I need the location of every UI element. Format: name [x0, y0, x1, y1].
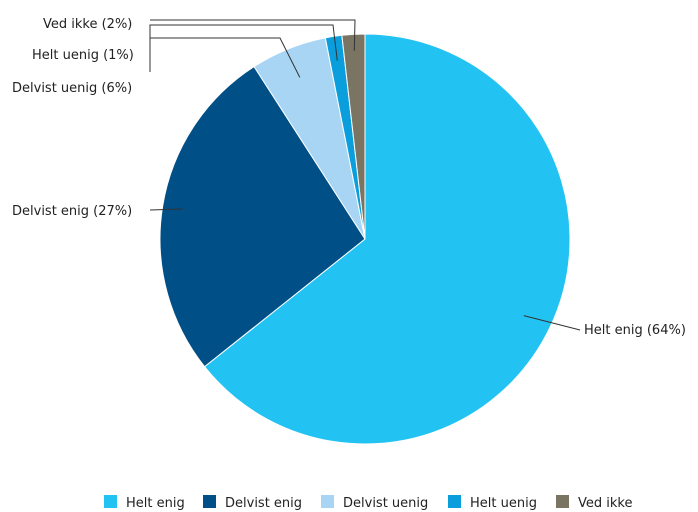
legend-swatch-helt-enig — [104, 495, 117, 508]
legend-label-delvist-enig: Delvist enig — [225, 496, 302, 511]
legend: Helt enig Delvist enig Delvist uenig Hel… — [104, 495, 632, 511]
leader-line-delvist-uenig — [149, 37, 301, 78]
legend-swatch-helt-uenig — [448, 495, 461, 508]
leader-line-delvist-enig — [149, 208, 184, 211]
pie-slice-delvist-enig — [159, 65, 366, 368]
legend-label-delvist-uenig: Delvist uenig — [343, 496, 428, 511]
legend-label-helt-enig: Helt enig — [126, 496, 185, 511]
data-label-helt-uenig: Helt uenig (1%) — [32, 48, 134, 63]
legend-label-helt-uenig: Helt uenig — [470, 496, 537, 511]
pie-slice-ved-ikke — [341, 33, 366, 240]
leader-line-ved-ikke — [150, 19, 356, 51]
legend-label-ved-ikke: Ved ikke — [578, 496, 632, 511]
leader-lines — [149, 19, 581, 331]
leader-line-helt-enig — [523, 315, 581, 331]
legend-swatch-delvist-enig — [203, 495, 216, 508]
data-label-helt-enig: Helt enig (64%) — [584, 323, 686, 338]
pie-slices — [159, 33, 571, 445]
pie-slice-helt-enig — [203, 33, 571, 445]
legend-swatch-ved-ikke — [556, 495, 569, 508]
data-label-ved-ikke: Ved ikke (2%) — [43, 17, 132, 32]
data-label-delvist-enig: Delvist enig (27%) — [12, 204, 132, 219]
data-labels: Helt enig (64%) Delvist enig (27%) Delvi… — [12, 17, 686, 338]
legend-swatch-delvist-uenig — [321, 495, 334, 508]
leader-line-helt-uenig — [149, 24, 338, 61]
data-label-delvist-uenig: Delvist uenig (6%) — [12, 81, 132, 96]
